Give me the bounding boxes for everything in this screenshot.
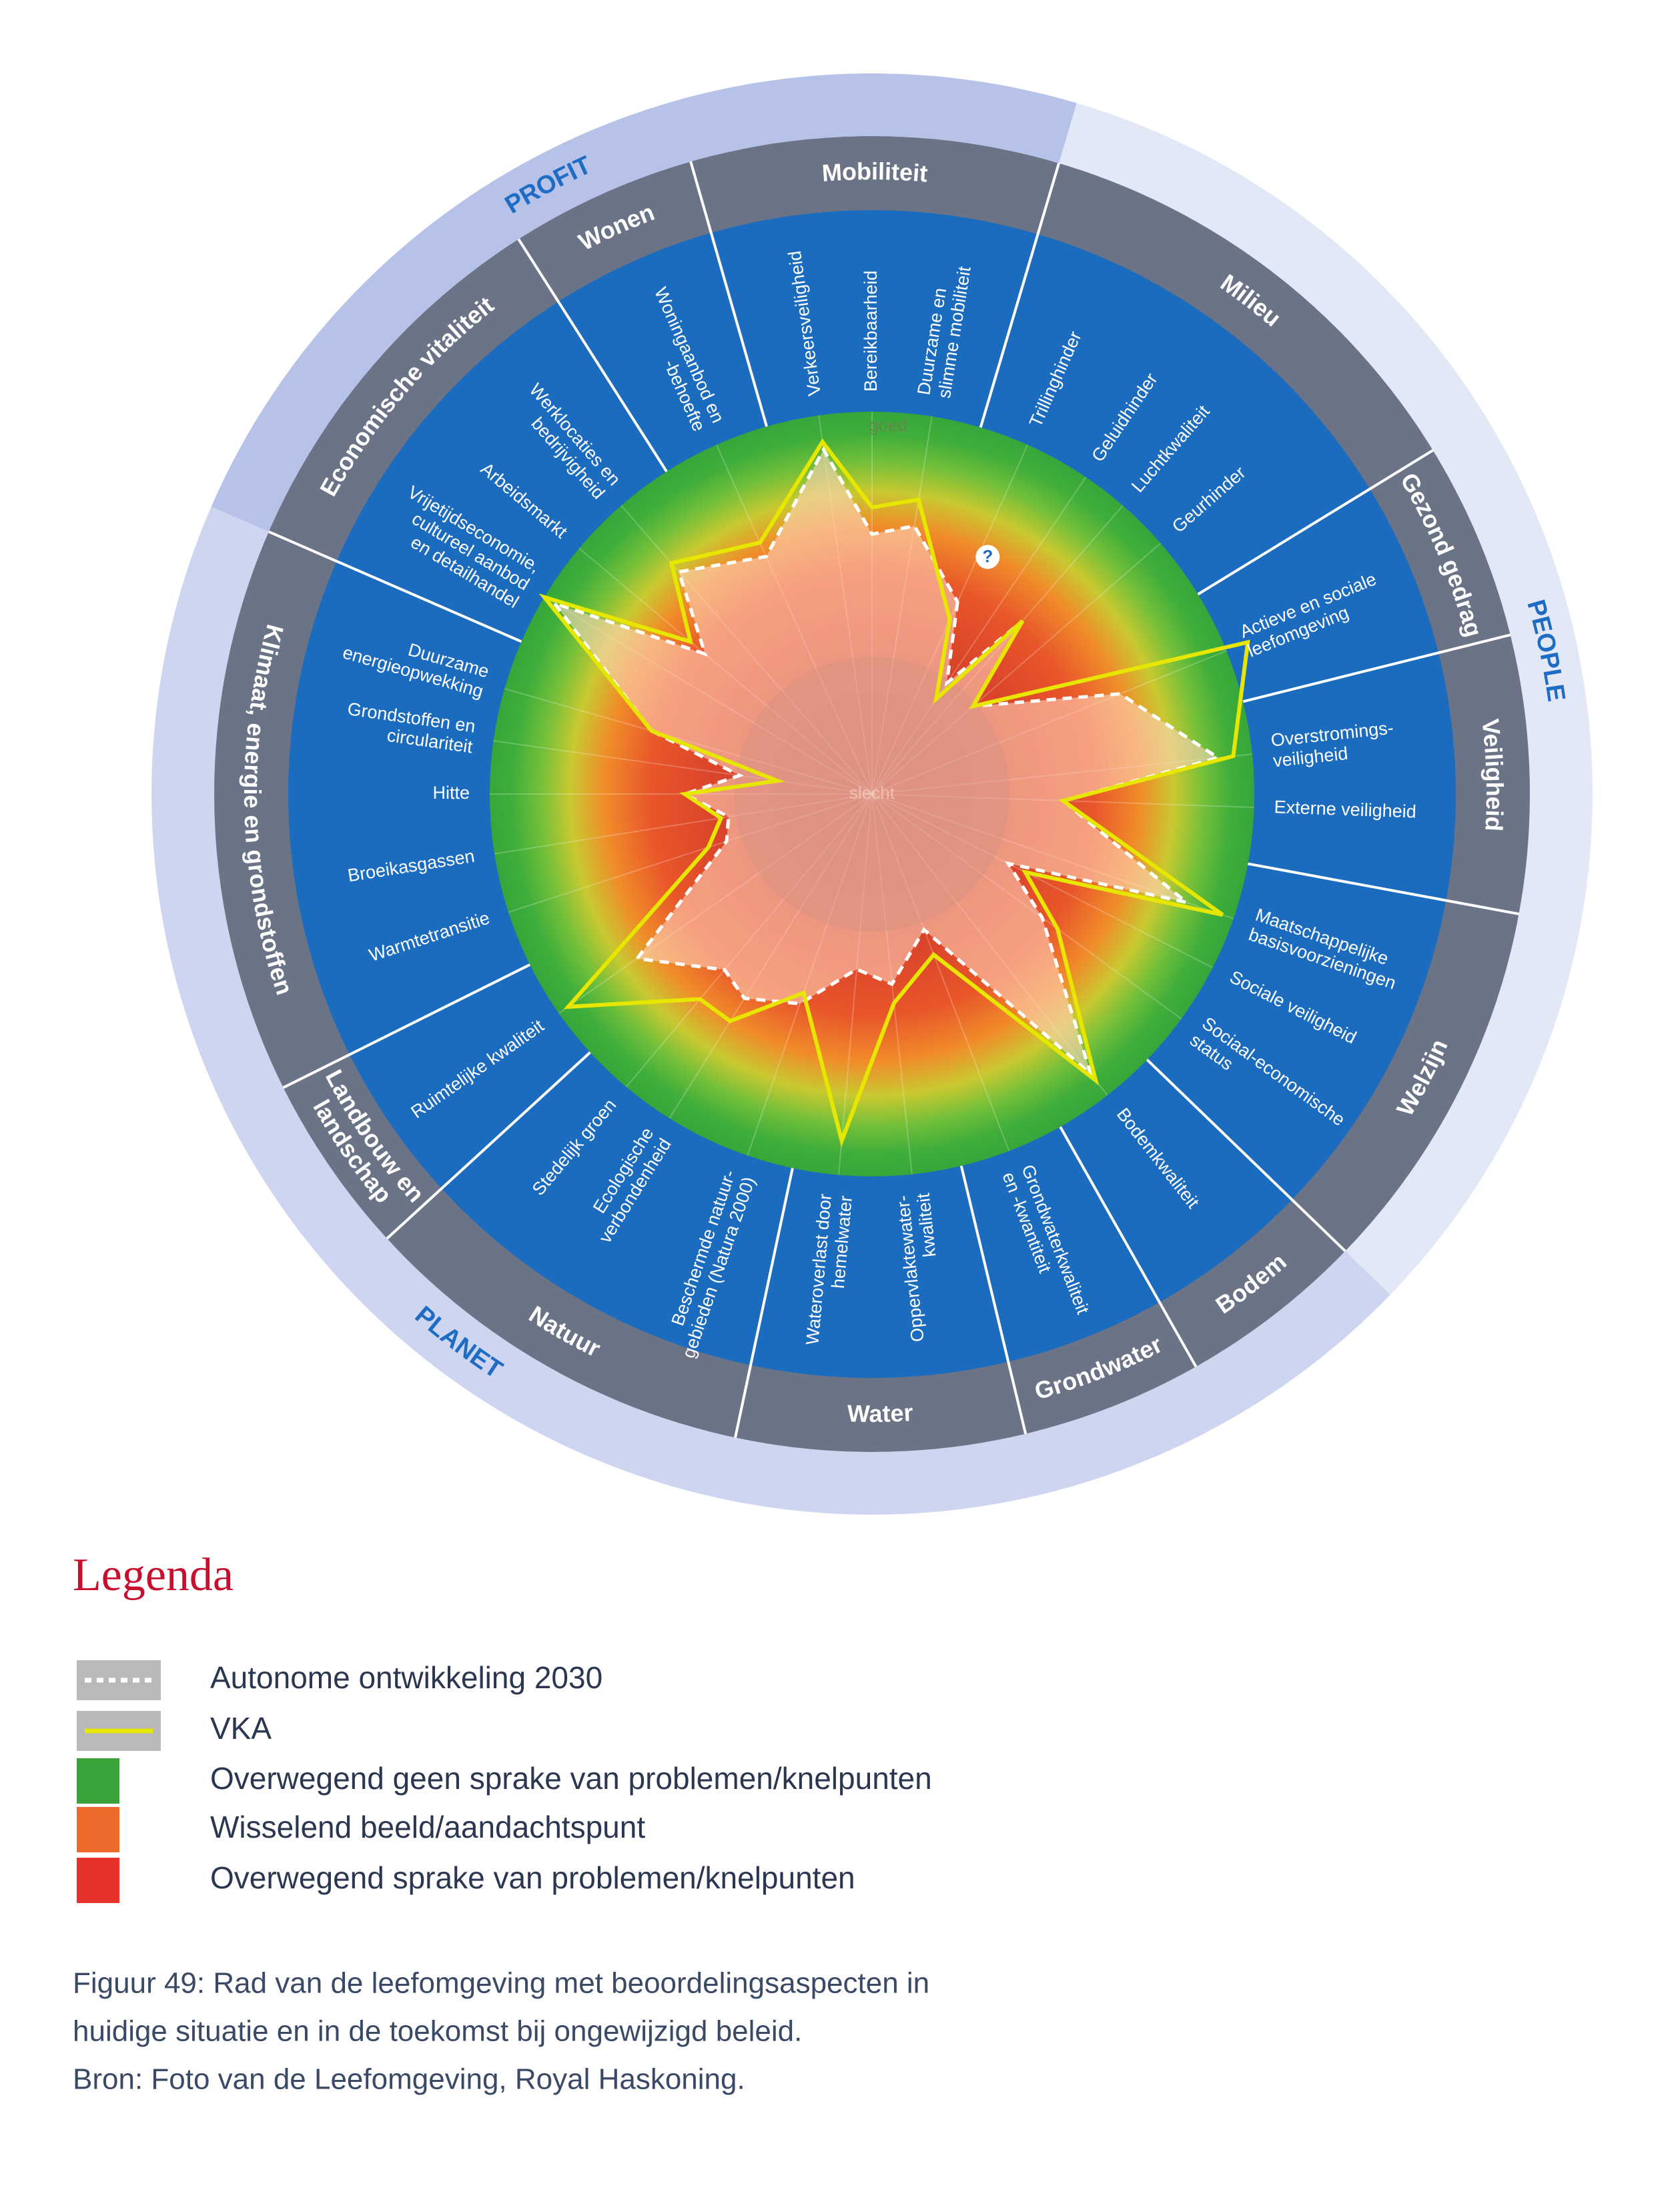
group-divider bbox=[517, 238, 668, 472]
annotation: ? bbox=[982, 546, 993, 567]
aspect-label: Hitte bbox=[432, 783, 470, 803]
legend-label: Wisselend beeld/aandachtspunt bbox=[210, 1810, 645, 1844]
pillar-band bbox=[211, 73, 1077, 532]
legend-label: Autonome ontwikkeling 2030 bbox=[210, 1660, 602, 1695]
legend-swatch bbox=[77, 1807, 119, 1852]
aspect-label-line: Hitte bbox=[432, 783, 470, 803]
group-divider bbox=[1242, 633, 1511, 703]
group-label: Veiligheid bbox=[1477, 717, 1509, 832]
group-label-path: Veiligheid bbox=[1477, 717, 1509, 832]
group-label-path: Water bbox=[847, 1399, 913, 1427]
group-divider bbox=[689, 161, 768, 427]
group-divider bbox=[1248, 862, 1519, 916]
group-divider bbox=[1146, 1058, 1346, 1252]
group-label: Mobiliteit bbox=[821, 157, 929, 187]
legend-swatch bbox=[77, 1858, 119, 1903]
legend-swatch bbox=[77, 1758, 119, 1804]
group-divider bbox=[959, 1165, 1027, 1435]
group-divider bbox=[282, 963, 531, 1089]
y-tick-label: slecht bbox=[849, 783, 895, 803]
group-divider bbox=[734, 1168, 794, 1438]
group-label: Water bbox=[847, 1399, 913, 1427]
legend-label: Overwegend sprake van problemen/knelpunt… bbox=[210, 1860, 855, 1895]
caption-line: Figuur 49: Rad van de leefomgeving met b… bbox=[73, 1967, 929, 2000]
series-line bbox=[538, 438, 1250, 1148]
group-divider bbox=[1059, 1126, 1198, 1368]
caption-line: Bron: Foto van de Leefomgeving, Royal Ha… bbox=[73, 2063, 745, 2096]
caption-line: huidige situatie en in de toekomst bij o… bbox=[73, 2015, 802, 2048]
legend-label: Overwegend geen sprake van problemen/kne… bbox=[210, 1761, 932, 1796]
aspect-label: Bereikbaarheid bbox=[861, 270, 881, 392]
group-label-path: Mobiliteit bbox=[821, 157, 929, 187]
series-area bbox=[549, 446, 1222, 1080]
pillar-band bbox=[1059, 103, 1593, 1295]
legend-title: Legenda bbox=[73, 1549, 234, 1601]
annotation-marker bbox=[975, 544, 1000, 569]
group-divider bbox=[268, 530, 522, 643]
group-divider bbox=[386, 1051, 591, 1240]
aspect-label: Externe veiligheid bbox=[1274, 797, 1416, 821]
legend-label: VKA bbox=[210, 1711, 272, 1746]
y-tick-label: goed bbox=[869, 415, 907, 435]
aspect-label-line: Bereikbaarheid bbox=[861, 270, 881, 392]
aspect-label-line: Externe veiligheid bbox=[1274, 797, 1416, 821]
group-divider bbox=[979, 163, 1060, 428]
group-divider bbox=[1197, 449, 1434, 596]
